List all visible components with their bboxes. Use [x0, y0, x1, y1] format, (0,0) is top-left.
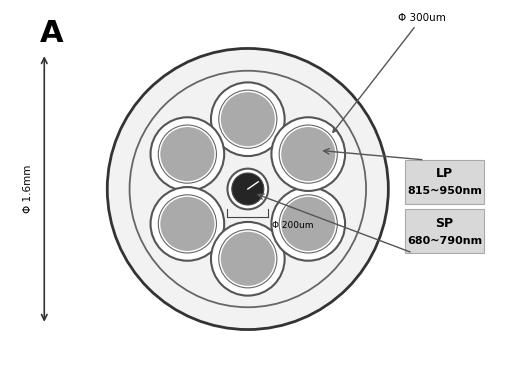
Circle shape [219, 230, 277, 288]
Circle shape [279, 195, 337, 253]
Circle shape [158, 195, 216, 253]
Circle shape [107, 48, 388, 330]
Circle shape [150, 187, 224, 261]
Circle shape [271, 117, 345, 191]
Text: LP: LP [436, 167, 453, 180]
FancyBboxPatch shape [405, 160, 484, 203]
Circle shape [232, 173, 264, 205]
Circle shape [211, 82, 285, 156]
Text: Φ 300um: Φ 300um [333, 12, 446, 132]
Circle shape [279, 125, 337, 183]
Circle shape [221, 232, 275, 286]
Text: A: A [40, 19, 63, 48]
Circle shape [281, 127, 335, 181]
Text: Φ 1.6mm: Φ 1.6mm [23, 165, 32, 213]
Circle shape [228, 169, 268, 209]
FancyBboxPatch shape [405, 209, 484, 253]
Circle shape [160, 127, 214, 181]
Circle shape [150, 117, 224, 191]
Circle shape [158, 125, 216, 183]
Circle shape [160, 197, 214, 251]
Circle shape [211, 222, 285, 296]
Circle shape [219, 90, 277, 148]
Circle shape [281, 197, 335, 251]
Text: Φ 200um: Φ 200um [272, 221, 314, 230]
Text: 815~950nm: 815~950nm [407, 186, 482, 197]
Circle shape [221, 92, 275, 146]
Text: SP: SP [436, 217, 454, 230]
Text: 680~790nm: 680~790nm [407, 236, 482, 246]
Circle shape [271, 187, 345, 261]
